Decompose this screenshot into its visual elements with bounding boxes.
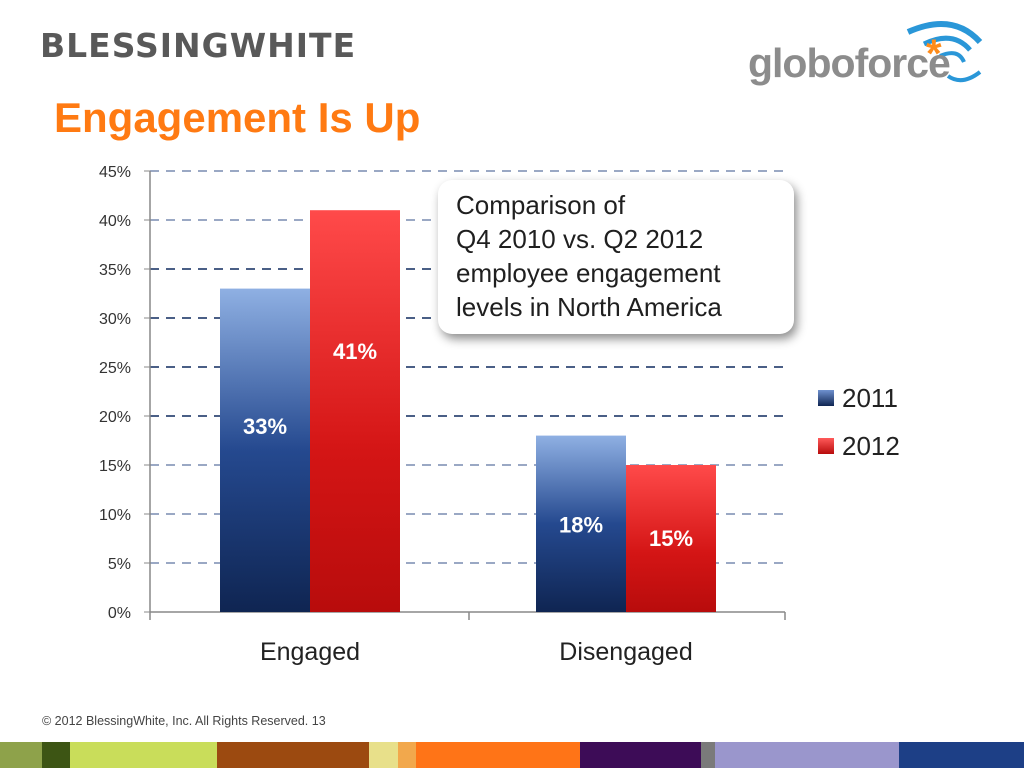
y-tick-label: 15% [99,458,131,475]
strip-segment [69,742,218,768]
legend-label: 2012 [842,430,900,461]
engagement-bar-chart: 0% 5% 10% 15% 20% 25% 30% 35% 40% 45% 33% 41% Engage… [99,164,786,666]
strip-segment [41,742,70,768]
data-label: 18% [559,513,603,538]
blessingwhite-logo: BLESSINGWHITE [40,26,357,65]
y-tick-label: 30% [99,311,131,328]
globoforce-swoosh-icon [906,21,983,83]
y-tick-label: 45% [99,164,131,181]
callout-line: employee engagement [456,258,721,288]
y-tick-label: 0% [108,605,131,622]
callout-line: levels in North America [456,292,722,322]
comparison-callout: Comparison of Q4 2010 vs. Q2 2012 employ… [438,180,794,334]
y-tick-label: 20% [99,409,131,426]
strip-segment [217,742,369,768]
globoforce-logo: globoforce * [748,14,988,94]
x-category-label: Engaged [260,638,360,666]
callout-line: Q4 2010 vs. Q2 2012 [456,224,704,254]
x-category-label: Disengaged [559,638,692,666]
strip-segment [701,742,716,768]
strip-segment [398,742,417,768]
page-title: Engagement Is Up [54,94,421,141]
data-label: 33% [243,414,287,439]
y-tick-label: 35% [99,262,131,279]
strip-segment [0,742,42,768]
data-label: 15% [649,526,693,551]
bar-disengaged-2011 [536,435,626,612]
strip-segment [416,742,580,768]
strip-segment [579,742,702,768]
y-tick-label: 5% [108,556,131,573]
copyright-footer: © 2012 BlessingWhite, Inc. All Rights Re… [42,714,326,728]
callout-line: Comparison of [456,190,626,220]
strip-segment [898,742,1024,768]
chart-legend: 2011 2012 [818,374,900,470]
legend-swatch-2012 [818,438,834,454]
y-tick-label: 10% [99,507,131,524]
data-label: 41% [333,339,377,364]
globoforce-asterisk: * [926,32,942,76]
color-strip [0,742,1024,768]
legend-item-2011: 2011 [818,374,900,422]
y-tick-label: 40% [99,213,131,230]
strip-segment [715,742,899,768]
strip-segment [368,742,399,768]
bar-disengaged-2012 [626,465,716,612]
bar-engaged-2012 [310,210,400,612]
legend-swatch-2011 [818,390,834,406]
globoforce-wordmark: globoforce [748,40,951,86]
y-tick-label: 25% [99,360,131,377]
legend-label: 2011 [842,382,898,413]
bar-engaged-2011 [220,288,310,612]
legend-item-2012: 2012 [818,422,900,470]
